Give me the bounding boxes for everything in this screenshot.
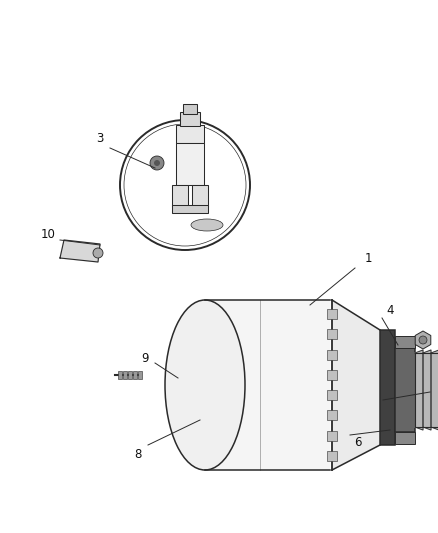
Bar xyxy=(180,112,200,126)
Text: 3: 3 xyxy=(96,132,104,144)
Bar xyxy=(183,104,197,114)
Circle shape xyxy=(419,336,427,344)
Bar xyxy=(176,143,204,185)
Bar xyxy=(192,185,208,207)
Ellipse shape xyxy=(165,300,245,470)
Bar xyxy=(395,432,415,444)
Bar xyxy=(123,371,127,379)
Polygon shape xyxy=(431,350,438,430)
Bar xyxy=(327,410,337,421)
Bar xyxy=(205,300,330,470)
Bar xyxy=(380,330,395,445)
Bar xyxy=(172,185,188,207)
Bar xyxy=(327,451,337,461)
Bar xyxy=(395,336,415,348)
Text: 1: 1 xyxy=(364,252,372,264)
Text: 5: 5 xyxy=(389,399,396,411)
Bar xyxy=(327,431,337,441)
Bar xyxy=(327,350,337,360)
Text: 8: 8 xyxy=(134,448,141,462)
Bar xyxy=(118,371,122,379)
Bar xyxy=(415,353,438,427)
Bar xyxy=(327,390,337,400)
Bar xyxy=(133,371,137,379)
Circle shape xyxy=(154,160,160,166)
Bar xyxy=(327,309,337,319)
Text: 6: 6 xyxy=(354,435,362,448)
Bar xyxy=(395,348,415,432)
Bar xyxy=(176,125,204,143)
Bar xyxy=(327,329,337,340)
Bar xyxy=(138,371,142,379)
Polygon shape xyxy=(415,350,423,430)
Bar xyxy=(172,205,208,213)
Bar xyxy=(128,371,132,379)
Polygon shape xyxy=(332,300,380,470)
Text: 4: 4 xyxy=(386,303,394,317)
Text: 9: 9 xyxy=(141,351,149,365)
Ellipse shape xyxy=(191,219,223,231)
Polygon shape xyxy=(60,240,100,262)
Bar xyxy=(327,370,337,380)
Text: 10: 10 xyxy=(41,229,56,241)
Circle shape xyxy=(150,156,164,170)
Circle shape xyxy=(93,248,103,258)
Polygon shape xyxy=(423,350,431,430)
